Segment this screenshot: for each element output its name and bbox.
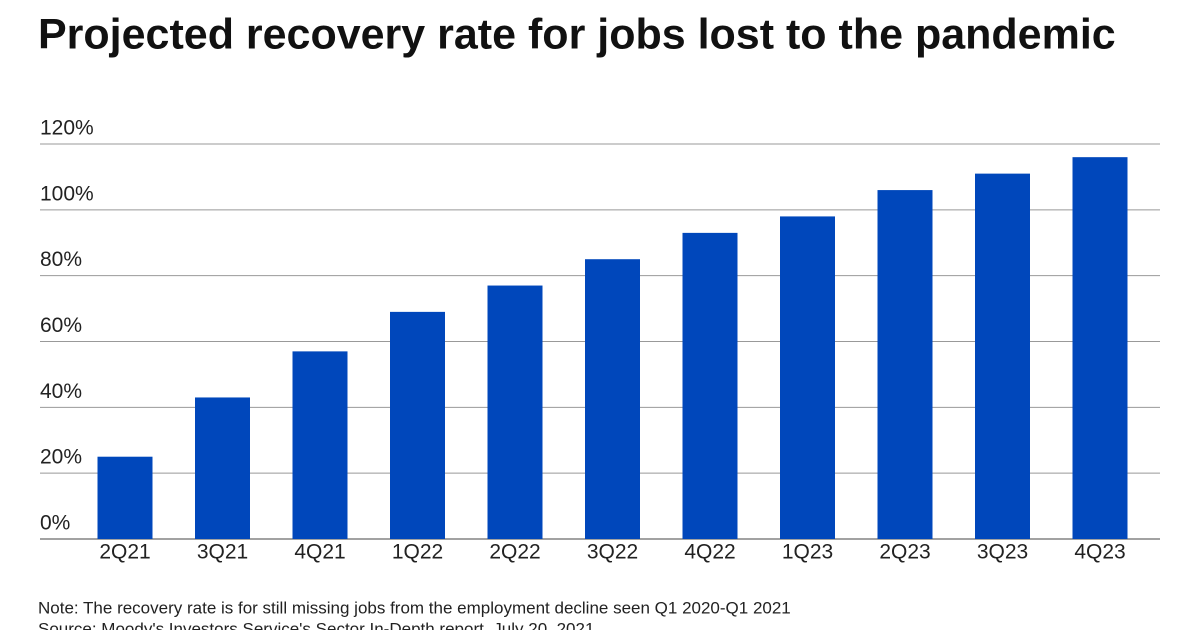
note: Note: The recovery rate is for still mis… [38,598,791,617]
x-tick-label: 1Q22 [392,541,443,564]
y-tick-label: 20% [40,446,82,469]
bar [682,232,738,539]
bar [390,311,445,539]
bar [487,285,543,539]
source: Source: Moody's Investors Service's Sect… [38,619,594,630]
chart-title: Projected recovery rate for jobs lost to… [38,10,1116,58]
y-tick-label: 40% [40,380,82,403]
x-tick-label: 3Q23 [977,541,1028,564]
x-tick-label: 3Q22 [587,541,638,564]
x-tick-label: 1Q23 [782,541,833,564]
x-tick-label: 3Q21 [197,541,248,564]
x-tick-label: 2Q23 [879,541,930,564]
bar [97,456,153,539]
y-tick-label: 100% [40,182,94,205]
y-tick-label: 0% [40,512,70,535]
x-tick-label: 2Q21 [99,541,150,564]
x-tick-label: 2Q22 [489,541,540,564]
bar [780,216,835,539]
bar [877,190,933,540]
bar [1072,157,1128,539]
bar [292,351,348,539]
x-tick-label: 4Q23 [1074,541,1125,564]
y-tick-label: 80% [40,248,82,271]
x-tick-label: 4Q22 [684,541,735,564]
x-tick-label: 4Q21 [294,541,345,564]
bar [195,397,250,539]
y-tick-label: 60% [40,314,82,337]
bar [975,173,1030,539]
y-tick-label: 120% [40,117,94,140]
bar [585,259,640,539]
